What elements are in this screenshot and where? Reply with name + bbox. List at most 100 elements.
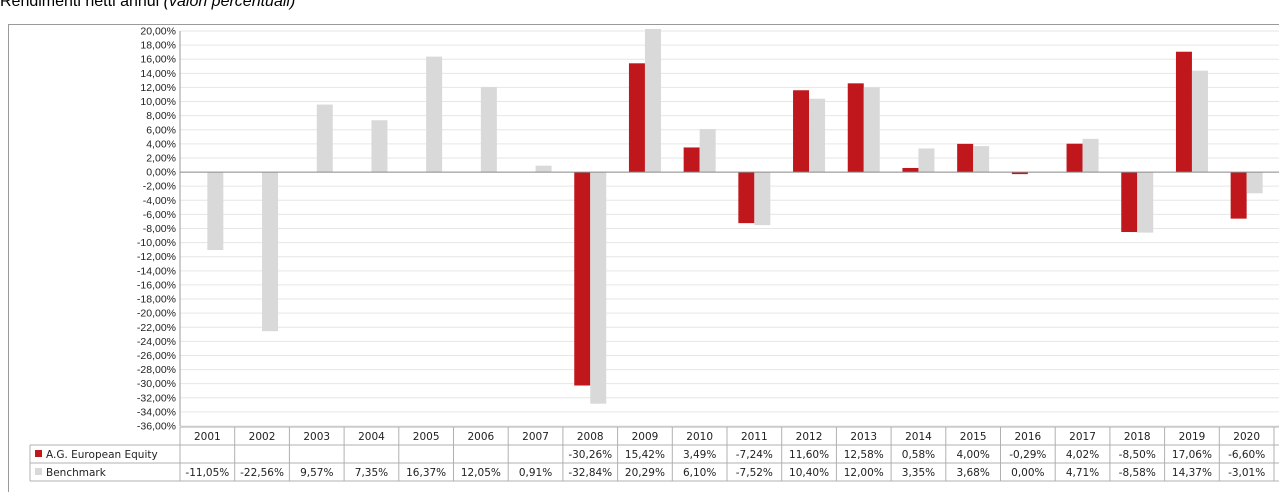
y-tick-label: -14,00% — [137, 265, 176, 277]
y-tick-label: -24,00% — [137, 336, 176, 348]
data-label: 7,35% — [355, 467, 388, 479]
data-label: 12,05% — [461, 467, 501, 479]
x-tick-label: 2017 — [1069, 431, 1096, 443]
data-label: 11,60% — [789, 449, 829, 461]
y-tick-label: 10,00% — [140, 96, 176, 108]
data-label: 9,57% — [300, 467, 333, 479]
data-label: -11,05% — [185, 467, 229, 479]
data-label: -22,56% — [240, 467, 284, 479]
x-tick-label: 2005 — [413, 431, 440, 443]
data-label: 0,00% — [1011, 467, 1044, 479]
bar — [1246, 172, 1263, 194]
y-tick-label: -2,00% — [143, 181, 176, 193]
data-label: -7,24% — [736, 449, 773, 461]
data-label: 15,42% — [625, 449, 665, 461]
data-label: 4,00% — [956, 449, 989, 461]
bar — [1082, 138, 1099, 173]
y-tick-label: -18,00% — [137, 294, 176, 306]
bar — [1137, 172, 1154, 233]
data-label: -8,50% — [1119, 449, 1156, 461]
bar — [1066, 143, 1083, 173]
y-tick-label: -6,00% — [143, 209, 176, 221]
y-tick-label: -12,00% — [137, 251, 176, 263]
data-label: 12,58% — [844, 449, 884, 461]
legend-swatch — [35, 468, 42, 475]
x-tick-label: 2009 — [632, 431, 659, 443]
data-label: 14,37% — [1172, 467, 1212, 479]
bar — [426, 56, 443, 173]
data-label: 0,91% — [519, 467, 552, 479]
bar — [738, 172, 755, 224]
data-label: 10,40% — [789, 467, 829, 479]
bar — [918, 148, 935, 173]
data-label: -8,58% — [1119, 467, 1156, 479]
y-tick-label: 16,00% — [140, 54, 176, 66]
bar — [628, 63, 645, 173]
legend-label: Benchmark — [46, 467, 107, 479]
y-tick-label: 14,00% — [140, 68, 176, 80]
y-tick-label: -32,00% — [137, 392, 176, 404]
y-tick-label: -22,00% — [137, 322, 176, 334]
x-tick-label: 2013 — [850, 431, 877, 443]
y-tick-label: 12,00% — [140, 82, 176, 94]
bar — [1121, 172, 1138, 233]
bar — [754, 172, 771, 226]
chart-title-line: Rendimenti netti annui (valori percentua… — [0, 0, 295, 11]
bar — [793, 90, 810, 173]
bar — [699, 129, 716, 173]
x-tick-label: 2012 — [796, 431, 823, 443]
y-tick-label: -26,00% — [137, 350, 176, 362]
bar — [480, 87, 497, 173]
chart-subtitle: (valori percentuali) — [163, 0, 296, 10]
y-tick-label: -16,00% — [137, 279, 176, 291]
y-tick-label: 20,00% — [140, 26, 176, 38]
x-tick-label: 2007 — [522, 431, 549, 443]
bar — [847, 83, 864, 173]
y-tick-label: -30,00% — [137, 378, 176, 390]
legend-swatch — [35, 450, 42, 457]
x-tick-label: 2018 — [1124, 431, 1151, 443]
x-tick-label: 2019 — [1179, 431, 1206, 443]
data-label: 16,37% — [406, 467, 446, 479]
chart-frame — [8, 24, 1279, 492]
data-label: -32,84% — [568, 467, 612, 479]
y-tick-label: 4,00% — [146, 138, 176, 150]
chart-title: Rendimenti netti annui — [0, 0, 160, 10]
x-tick-label: 2008 — [577, 431, 604, 443]
bar — [973, 146, 990, 173]
data-label: 3,49% — [683, 449, 716, 461]
x-tick-label: 2001 — [194, 431, 221, 443]
data-label: 6,10% — [683, 467, 716, 479]
x-tick-label: 2010 — [686, 431, 713, 443]
bar — [1230, 172, 1247, 219]
data-label: 0,58% — [902, 449, 935, 461]
bar — [316, 104, 333, 173]
data-label: -7,52% — [736, 467, 773, 479]
y-tick-label: 2,00% — [146, 152, 176, 164]
x-tick-label: 2016 — [1014, 431, 1041, 443]
x-tick-label: 2003 — [303, 431, 330, 443]
bar — [1175, 51, 1192, 173]
x-tick-label: 2015 — [960, 431, 987, 443]
legend-label: A.G. European Equity — [46, 449, 158, 461]
bar — [262, 172, 279, 332]
data-label: 3,68% — [956, 467, 989, 479]
bar — [863, 87, 880, 173]
y-tick-label: -28,00% — [137, 364, 176, 376]
data-label: -6,60% — [1228, 449, 1265, 461]
y-tick-label: 6,00% — [146, 124, 176, 136]
x-tick-label: 2011 — [741, 431, 768, 443]
data-label: -0,29% — [1009, 449, 1046, 461]
data-label: 4,71% — [1066, 467, 1099, 479]
y-tick-label: -34,00% — [137, 406, 176, 418]
bar — [902, 167, 919, 173]
data-label: 12,00% — [844, 467, 884, 479]
x-tick-label: 2014 — [905, 431, 932, 443]
x-tick-label: 2004 — [358, 431, 385, 443]
y-tick-label: 0,00% — [146, 167, 176, 179]
y-tick-label: -4,00% — [143, 195, 176, 207]
y-tick-label: -8,00% — [143, 223, 176, 235]
bar — [809, 98, 826, 173]
bar — [683, 147, 700, 173]
data-label: -3,01% — [1228, 467, 1265, 479]
